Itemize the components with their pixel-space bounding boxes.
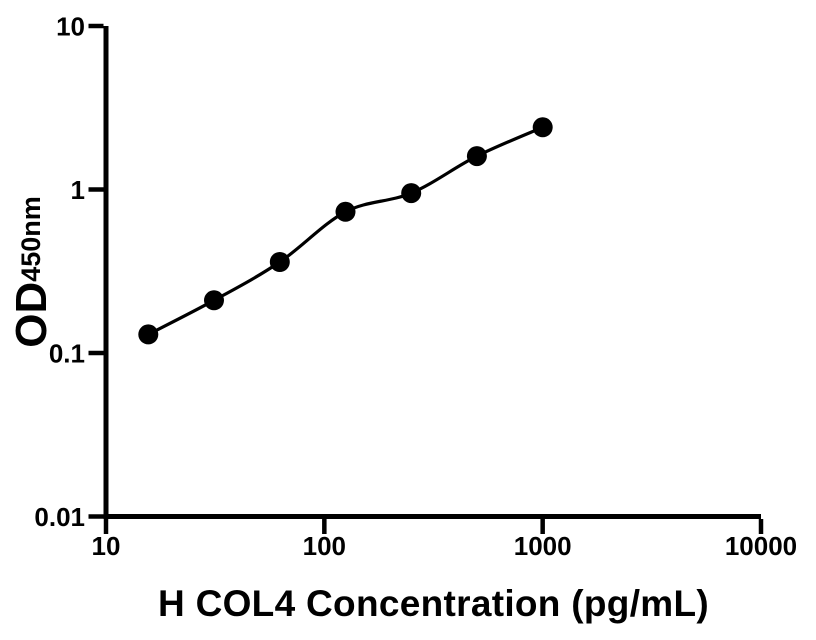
data-point-marker — [532, 117, 553, 138]
y-axis-title-subscript: 450nm — [16, 195, 47, 282]
y-axis-title: OD450nm — [2, 26, 62, 517]
y-tick-label: 10 — [56, 11, 85, 41]
x-tick-label: 1000 — [514, 531, 572, 561]
data-point-marker — [335, 201, 356, 222]
data-point-marker — [269, 252, 290, 272]
y-axis-title-main: OD — [7, 281, 56, 348]
y-tick-label: 0.01 — [34, 502, 85, 532]
y-tick-label: 0.1 — [49, 338, 85, 368]
data-point-marker — [204, 290, 224, 311]
x-tick-label: 100 — [303, 531, 346, 561]
data-point-marker — [401, 183, 422, 204]
x-tick-label: 10000 — [725, 531, 797, 561]
data-point-marker — [138, 324, 159, 345]
x-axis-title: H COL4 Concentration (pg/mL) — [157, 583, 710, 624]
x-tick-label: 10 — [92, 531, 121, 561]
y-axis-title-text: OD450nm — [7, 195, 56, 348]
axis-spines — [103, 26, 761, 519]
data-point-marker — [466, 146, 487, 167]
y-tick-label: 1 — [71, 175, 85, 205]
